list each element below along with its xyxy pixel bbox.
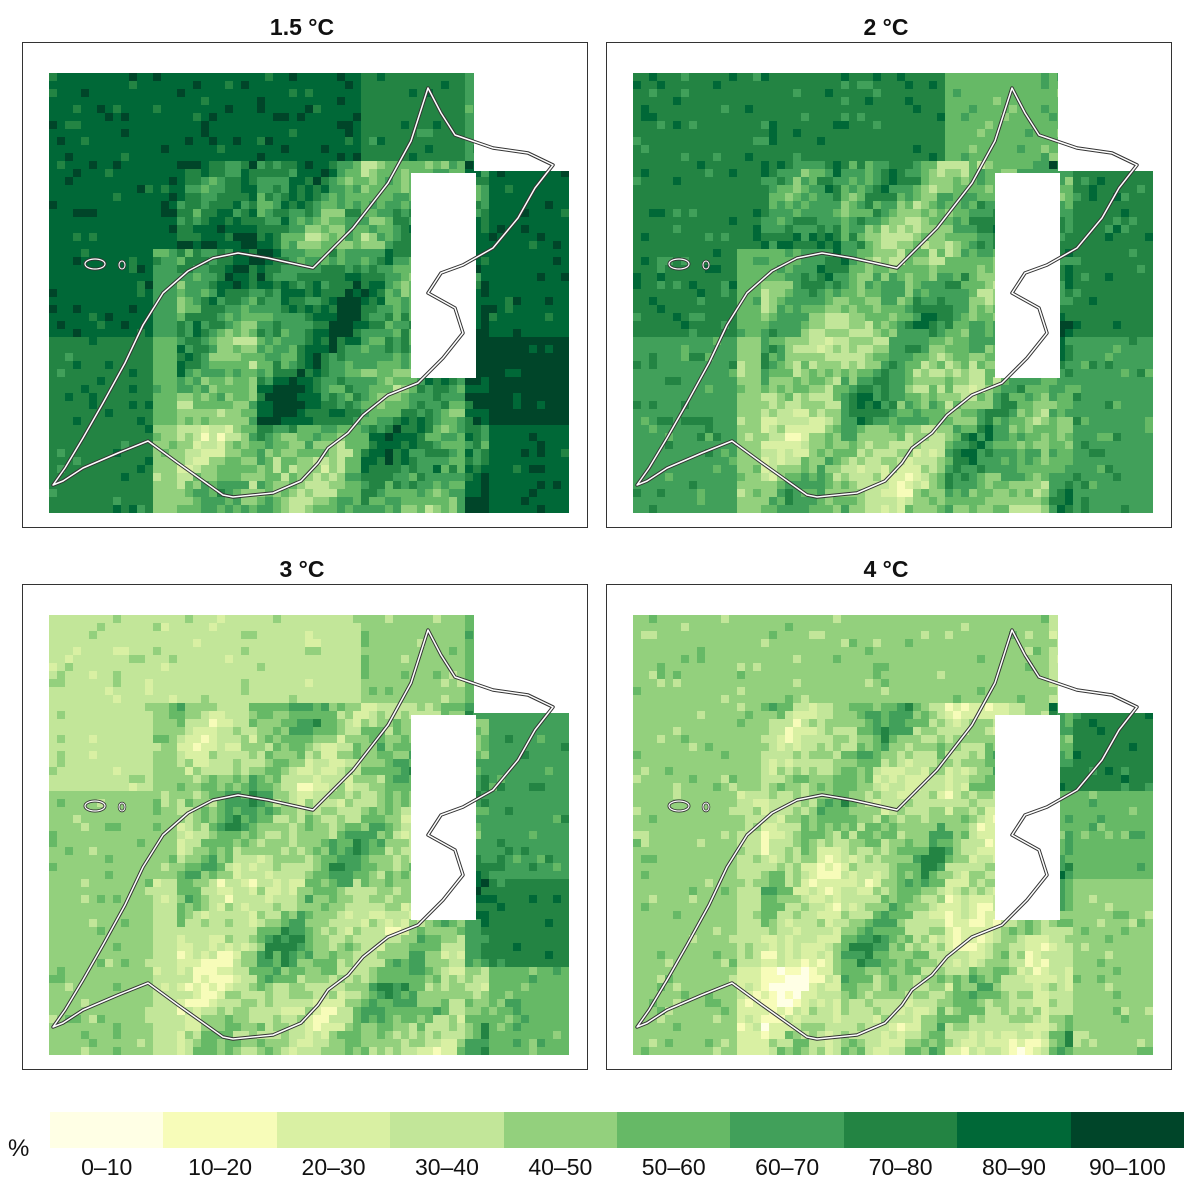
legend-label-4: 40–50 <box>528 1154 593 1180</box>
raster-cells <box>633 615 1153 1055</box>
legend-label-5: 50–60 <box>641 1154 706 1180</box>
legend-swatch-1 <box>163 1112 277 1148</box>
legend-labels: 0–10 10–20 20–30 30–40 40–50 50–60 60–70… <box>50 1154 1184 1181</box>
legend-label-3: 30–40 <box>414 1154 479 1180</box>
map-3c <box>49 613 569 1055</box>
panel-title-4c: 4 °C <box>863 556 909 582</box>
map-panel-3c <box>22 584 588 1070</box>
region-border <box>635 86 1139 499</box>
legend-swatch-0 <box>50 1112 164 1148</box>
no-data-area <box>411 715 476 920</box>
map-1-5c <box>49 71 569 513</box>
map-panel-4c <box>606 584 1172 1070</box>
legend-swatch-6 <box>730 1112 844 1148</box>
legend-swatch-2 <box>276 1112 391 1148</box>
no-data-area <box>995 715 1060 920</box>
legend-swatch-3 <box>390 1112 504 1148</box>
legend-label-0: 0–10 <box>81 1154 133 1180</box>
panel-title-3c: 3 °C <box>279 556 325 582</box>
map-2c <box>633 71 1153 513</box>
island-outlines <box>83 257 127 271</box>
legend-label-6: 60–70 <box>755 1154 820 1180</box>
island-outlines <box>83 799 127 813</box>
panel-title-1-5c: 1.5 °C <box>269 14 335 40</box>
no-data-area <box>995 173 1060 378</box>
no-data-area <box>474 71 569 171</box>
region-border <box>51 628 555 1041</box>
legend-swatch-7 <box>843 1112 958 1148</box>
legend-label-8: 80–90 <box>981 1154 1046 1180</box>
no-data-area <box>411 173 476 378</box>
legend-unit: % <box>8 1135 30 1162</box>
legend-swatch-8 <box>957 1112 1071 1148</box>
legend-label-2: 20–30 <box>301 1154 366 1180</box>
map-panel-2c <box>606 42 1172 528</box>
no-data-area <box>1058 613 1153 713</box>
map-4c <box>633 613 1153 1055</box>
legend-swatch-4 <box>503 1112 618 1148</box>
island-outlines <box>667 257 711 271</box>
region-border <box>51 86 555 499</box>
raster-cells <box>49 73 569 513</box>
no-data-area <box>1058 71 1153 171</box>
map-panel-1-5c <box>22 42 588 528</box>
no-data-area <box>474 613 569 713</box>
raster-cells <box>49 615 569 1055</box>
legend-label-9: 90–100 <box>1088 1154 1166 1180</box>
panel-title-2c: 2 °C <box>863 14 909 40</box>
legend-color-bar <box>50 1112 1184 1148</box>
island-outlines <box>667 799 711 813</box>
legend-label-7: 70–80 <box>868 1154 933 1180</box>
legend-swatch-5 <box>617 1112 731 1148</box>
region-border <box>635 628 1139 1041</box>
legend-label-1: 10–20 <box>188 1154 253 1180</box>
legend-swatch-9 <box>1070 1112 1184 1148</box>
